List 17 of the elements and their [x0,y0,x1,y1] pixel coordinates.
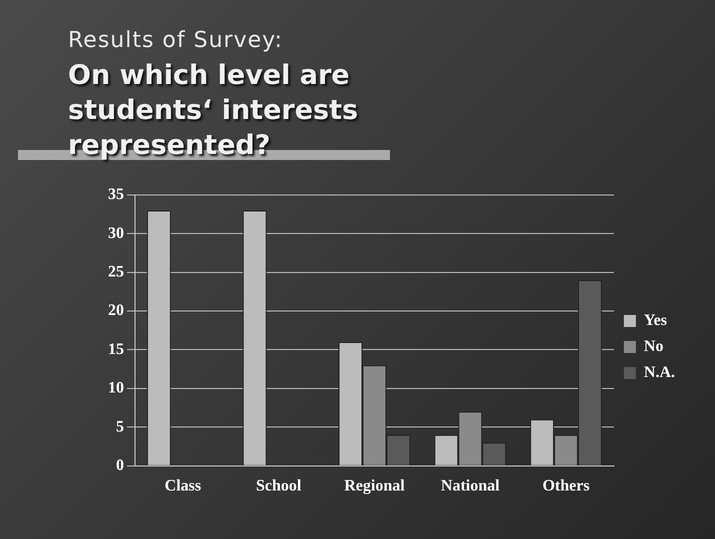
y-tick-label: 25 [108,264,124,281]
x-tick-label: School [256,478,302,495]
y-tick-label: 30 [108,224,124,242]
x-tick-label: National [440,478,500,495]
y-tick-label: 5 [116,418,124,436]
y-tick-label: 35 [108,186,124,204]
x-tick-label: Class [164,478,202,495]
legend-label: N.A. [644,364,675,382]
y-tick-label: 10 [108,380,124,397]
legend-label: No [644,338,664,356]
chart-subtitle: Results of Survey: [68,28,283,53]
y-tick-label: 20 [108,302,124,320]
x-tick-label: Others [542,478,590,495]
legend-label: Yes [644,312,667,330]
y-tick-label: 0 [116,456,124,474]
y-tick-label: 15 [108,340,124,358]
x-tick-label: Regional [344,478,406,495]
